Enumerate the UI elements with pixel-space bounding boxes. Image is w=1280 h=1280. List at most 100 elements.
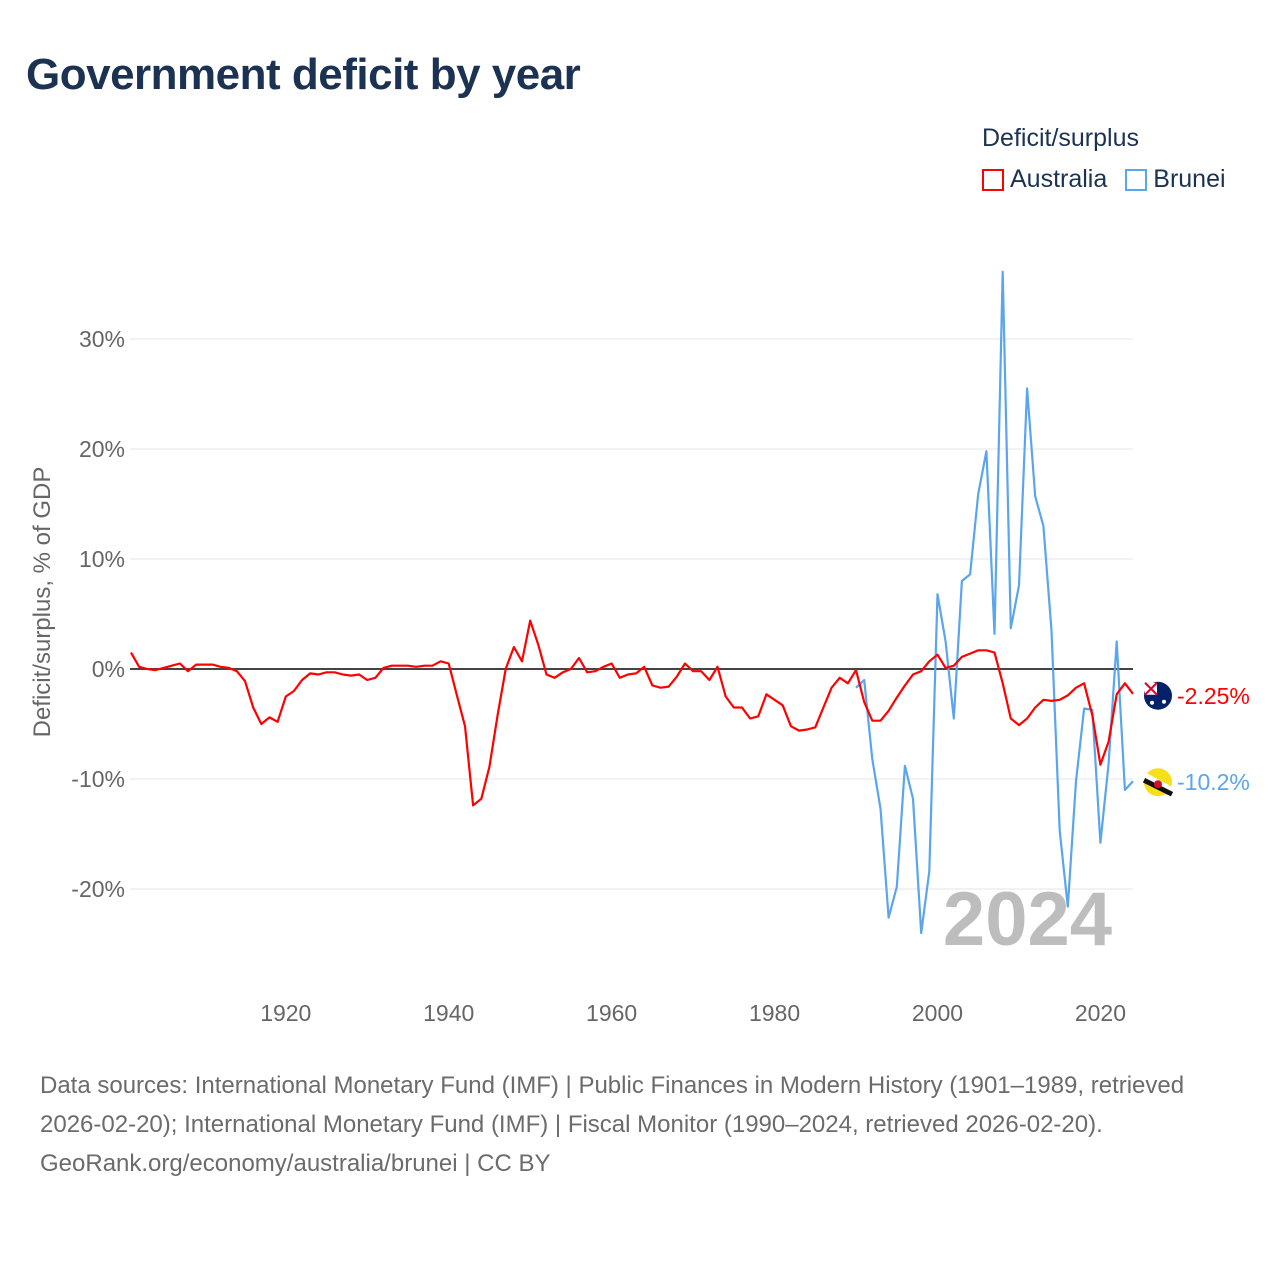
data-point-australia: [511, 644, 517, 650]
footer: Data sources: International Monetary Fun…: [40, 1066, 1240, 1183]
data-point-brunei: [1130, 778, 1136, 784]
data-point-australia: [364, 677, 370, 683]
data-point-brunei: [959, 578, 965, 584]
data-point-australia: [503, 666, 509, 672]
x-tick-label: 2000: [912, 1000, 963, 1026]
legend-item-brunei[interactable]: Brunei: [1125, 165, 1226, 194]
data-point-australia: [755, 713, 761, 719]
data-point-australia: [715, 664, 721, 670]
data-point-australia: [975, 647, 981, 653]
data-point-brunei: [894, 884, 900, 890]
data-point-australia: [959, 654, 965, 660]
australia-flag-icon: [1144, 681, 1172, 710]
data-point-australia: [804, 727, 810, 733]
brunei-end-label: -10.2%: [1177, 769, 1250, 795]
data-point-australia: [568, 666, 574, 672]
data-point-australia: [592, 668, 598, 674]
data-point-australia: [527, 618, 533, 624]
data-point-australia: [886, 708, 892, 714]
data-point-australia: [193, 662, 199, 668]
data-point-australia: [1097, 762, 1103, 768]
data-point-brunei: [1008, 625, 1014, 631]
x-tick-label: 1960: [586, 1000, 637, 1026]
data-point-australia: [649, 683, 655, 689]
data-point-brunei: [910, 796, 916, 802]
data-point-australia: [315, 672, 321, 678]
data-point-australia: [283, 694, 289, 700]
data-point-australia: [307, 670, 313, 676]
data-point-australia: [356, 672, 362, 678]
data-point-australia: [169, 663, 175, 669]
data-point-brunei: [992, 631, 998, 637]
data-point-australia: [1040, 697, 1046, 703]
data-point-australia: [340, 672, 346, 678]
x-tick-label: 2020: [1075, 1000, 1126, 1026]
data-point-australia: [910, 672, 916, 678]
data-point-australia: [234, 668, 240, 674]
brunei-flag-icon: [1142, 768, 1174, 797]
data-point-australia: [853, 667, 859, 673]
data-point-australia: [136, 664, 142, 670]
data-point-australia: [258, 721, 264, 727]
data-point-australia: [747, 716, 753, 722]
data-point-brunei: [886, 915, 892, 921]
data-point-brunei: [1024, 386, 1030, 392]
data-point-brunei: [861, 677, 867, 683]
data-point-australia: [495, 712, 501, 718]
data-point-australia: [397, 663, 403, 669]
data-point-brunei: [983, 448, 989, 454]
data-point-australia: [706, 677, 712, 683]
data-point-australia: [690, 668, 696, 674]
data-point-australia: [1057, 697, 1063, 703]
data-point-australia: [552, 675, 558, 681]
series-line-brunei: [855, 270, 1134, 935]
data-point-australia: [1081, 680, 1087, 686]
data-point-australia: [250, 705, 256, 711]
data-point-brunei: [1106, 761, 1112, 767]
flag-emblem: [1154, 780, 1162, 789]
data-point-brunei: [975, 491, 981, 497]
data-point-australia: [519, 658, 525, 664]
data-point-brunei: [951, 716, 957, 722]
data-point-australia: [584, 669, 590, 675]
chart-title: Government deficit by year: [26, 50, 581, 99]
y-tick-label: 0%: [92, 656, 125, 682]
y-tick-label: -20%: [71, 876, 125, 902]
data-point-australia: [1106, 739, 1112, 745]
data-point-australia: [837, 675, 843, 681]
flag-cross: [1144, 682, 1158, 696]
data-sources: Data sources: International Monetary Fun…: [40, 1072, 1185, 1138]
credit-link[interactable]: GeoRank.org/economy/australia/brunei | C…: [40, 1150, 551, 1177]
data-point-australia: [625, 672, 631, 678]
legend-item-australia[interactable]: Australia: [982, 165, 1107, 194]
x-tick-label: 1980: [749, 1000, 800, 1026]
data-point-australia: [429, 663, 435, 669]
data-point-australia: [829, 685, 835, 691]
data-point-australia: [470, 802, 476, 808]
data-point-australia: [413, 664, 419, 670]
data-point-brunei: [1114, 639, 1120, 645]
data-point-brunei: [1049, 628, 1055, 634]
data-point-australia: [405, 663, 411, 669]
data-point-australia: [1008, 716, 1014, 722]
data-point-australia: [1130, 691, 1136, 697]
data-point-australia: [446, 661, 452, 667]
flag-star: [1162, 699, 1166, 704]
data-point-australia: [861, 699, 867, 705]
data-point-australia: [144, 666, 150, 672]
data-point-brunei: [1081, 706, 1087, 712]
data-point-brunei: [1097, 840, 1103, 846]
flag-star: [1150, 700, 1154, 705]
data-point-brunei: [943, 639, 949, 645]
data-point-australia: [201, 662, 207, 668]
data-point-brunei: [918, 930, 924, 936]
data-point-australia: [902, 683, 908, 689]
data-point-australia: [658, 685, 664, 691]
data-point-australia: [894, 695, 900, 701]
data-point-australia: [576, 655, 582, 661]
data-point-brunei: [1065, 904, 1071, 910]
data-point-australia: [185, 668, 191, 674]
data-point-australia: [478, 796, 484, 802]
data-point-australia: [348, 673, 354, 679]
data-point-australia: [535, 642, 541, 648]
